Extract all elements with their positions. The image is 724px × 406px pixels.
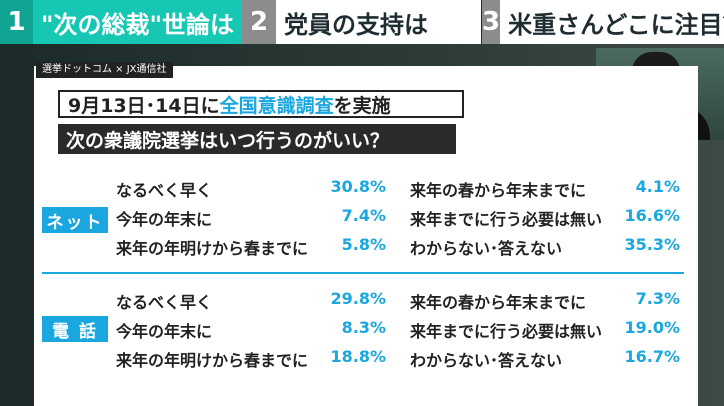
tab-label: 党員の支持は bbox=[284, 10, 428, 39]
section-tag-phone: 電 話 bbox=[42, 316, 108, 342]
answer-label: 今年の年末に bbox=[116, 322, 213, 341]
title-prefix: 9月13日･14日に bbox=[68, 94, 220, 117]
tab-party-member-support[interactable]: 2 党員の支持は bbox=[242, 0, 482, 44]
answer-label: 来年の年明けから春までに bbox=[116, 351, 309, 370]
section-divider bbox=[42, 272, 684, 274]
answer-value: 7.4% bbox=[341, 206, 386, 225]
tab-number: 3 bbox=[482, 0, 501, 44]
answer-label: 今年の年末に bbox=[116, 210, 213, 229]
answer-value: 19.0% bbox=[624, 318, 680, 337]
survey-panel bbox=[34, 66, 698, 406]
answer-value: 16.7% bbox=[624, 347, 680, 366]
answer-label: 来年の春から年末までに bbox=[410, 293, 587, 312]
answer-value: 18.8% bbox=[330, 347, 386, 366]
answer-label: なるべく早く bbox=[116, 181, 213, 200]
tab-number: 1 bbox=[0, 0, 33, 44]
answer-value: 7.3% bbox=[635, 289, 680, 308]
answer-value: 35.3% bbox=[624, 235, 680, 254]
tab-commentator-focus[interactable]: 3 米重さんどこに注目？ bbox=[482, 0, 724, 44]
answer-label: 来年までに行う必要は無い bbox=[410, 210, 603, 229]
survey-question: 次の衆議院選挙はいつ行うのがいい？ bbox=[58, 124, 456, 154]
title-highlight: 全国意識調査 bbox=[219, 94, 334, 117]
tab-label: 米重さんどこに注目？ bbox=[508, 10, 724, 39]
answer-label: わからない･答えない bbox=[410, 239, 563, 258]
answer-label: なるべく早く bbox=[116, 293, 213, 312]
answer-label: わからない･答えない bbox=[410, 351, 563, 370]
answer-label: 来年の年明けから春までに bbox=[116, 239, 309, 258]
answer-value: 5.8% bbox=[341, 235, 386, 254]
title-suffix: を実施 bbox=[333, 94, 391, 117]
answer-label: 来年の春から年末までに bbox=[410, 181, 587, 200]
tab-next-president-poll[interactable]: 1 "次の総裁"世論は bbox=[0, 0, 242, 44]
source-credit: 選挙ドットコム × JX通信社 bbox=[36, 62, 173, 78]
survey-title: 9月13日･14日に 全国意識調査 を実施 bbox=[58, 90, 464, 118]
answer-value: 30.8% bbox=[330, 177, 386, 196]
answer-value: 4.1% bbox=[635, 177, 680, 196]
section-tag-net: ネット bbox=[42, 207, 108, 233]
answer-value: 16.6% bbox=[624, 206, 680, 225]
answer-label: 来年までに行う必要は無い bbox=[410, 322, 603, 341]
answer-value: 8.3% bbox=[341, 318, 386, 337]
topic-tab-bar: 1 "次の総裁"世論は 2 党員の支持は 3 米重さんどこに注目？ bbox=[0, 0, 724, 44]
tab-number: 2 bbox=[242, 0, 276, 44]
tab-label: "次の総裁"世論は bbox=[40, 10, 234, 39]
answer-value: 29.8% bbox=[330, 289, 386, 308]
